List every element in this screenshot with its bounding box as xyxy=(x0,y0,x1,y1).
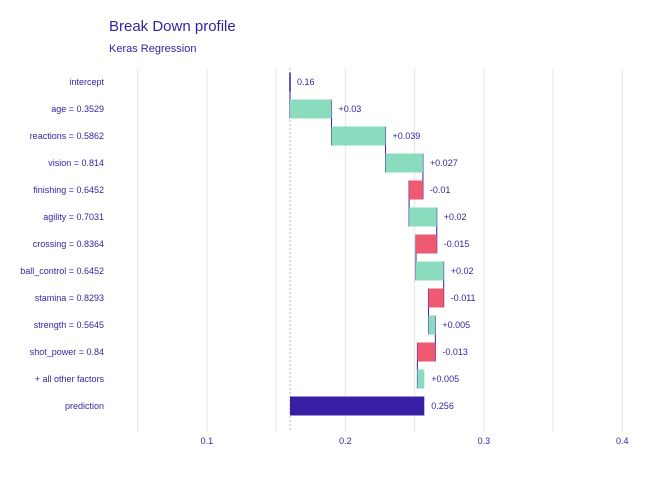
x-tick-label: 0.3 xyxy=(478,436,491,446)
bar-positive xyxy=(409,207,437,227)
bar-positive xyxy=(385,153,423,173)
bar-positive xyxy=(428,315,436,335)
row-label: strength = 0.5645 xyxy=(34,320,104,330)
bar-negative xyxy=(428,288,444,308)
value-label: -0.013 xyxy=(442,347,468,357)
row-label: ball_control = 0.6452 xyxy=(20,266,104,276)
bar-positive xyxy=(416,261,444,281)
row-label: + all other factors xyxy=(35,374,105,384)
row-label: crossing = 0.8364 xyxy=(33,239,104,249)
value-label: 0.256 xyxy=(431,401,454,411)
value-label: -0.011 xyxy=(451,293,476,303)
value-label: 0.16 xyxy=(297,77,315,87)
chart-subtitle: Keras Regression xyxy=(109,43,197,55)
value-label: -0.01 xyxy=(430,185,451,195)
bar-negative xyxy=(416,234,437,254)
x-tick-label: 0.1 xyxy=(201,436,214,446)
bar-positive xyxy=(417,369,425,389)
row-label: prediction xyxy=(65,401,104,411)
row-label: reactions = 0.5862 xyxy=(30,131,104,141)
row-label: agility = 0.7031 xyxy=(43,212,104,222)
row-label: intercept xyxy=(69,77,104,87)
value-label: +0.005 xyxy=(442,320,470,330)
row-label: shot_power = 0.84 xyxy=(30,347,104,357)
value-label: +0.02 xyxy=(451,266,474,276)
row-label: finishing = 0.6452 xyxy=(33,185,104,195)
row-label: vision = 0.814 xyxy=(48,158,104,168)
row-label: stamina = 0.8293 xyxy=(35,293,104,303)
bar-prediction xyxy=(290,396,425,416)
row-label: age = 0.3529 xyxy=(51,104,104,114)
value-label: +0.005 xyxy=(431,374,459,384)
value-label: +0.03 xyxy=(339,104,362,114)
value-label: -0.015 xyxy=(444,239,470,249)
value-label: +0.039 xyxy=(393,131,421,141)
value-label: +0.02 xyxy=(444,212,467,222)
chart-title: Break Down profile xyxy=(109,18,236,35)
x-tick-label: 0.2 xyxy=(339,436,352,446)
value-label: +0.027 xyxy=(430,158,458,168)
bar-positive xyxy=(290,99,332,119)
x-tick-label: 0.4 xyxy=(616,436,629,446)
bar-negative xyxy=(417,342,436,362)
bar-negative xyxy=(409,180,423,200)
bar-positive xyxy=(331,126,386,146)
